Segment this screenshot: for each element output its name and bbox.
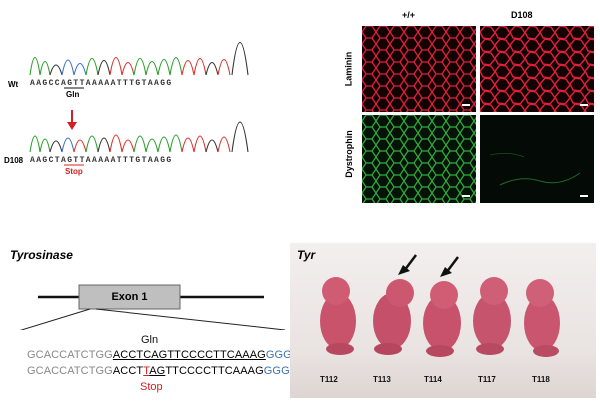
dystrophin-wt-image (362, 115, 476, 203)
histology-row-dystrophin: Dystrophin (343, 130, 354, 178)
mouse-T114 (423, 281, 461, 357)
mut-dna-sequence: GCACCATCTGGACCTTAGTTCCCCTTCAAAGGGG (27, 365, 290, 377)
mouse-label: T117 (478, 375, 496, 384)
histology-col-d108: D108 (511, 10, 533, 20)
scale-bar (580, 104, 588, 106)
wt-seq-post: TTCCCCTTCAAAG (167, 349, 266, 361)
laminin-wt-image (362, 26, 476, 112)
arrow-icon (398, 254, 417, 275)
mut-seq-post: TTCCCCTTCAAAG (165, 365, 264, 377)
mut-seq-pre: ACCT (112, 365, 144, 377)
d108-label: D108 (4, 156, 24, 165)
histology-col-wt: +/+ (402, 10, 416, 20)
wt-codon-label: Gln (66, 90, 80, 99)
mouse-T112 (320, 277, 356, 355)
mouse-photo (290, 243, 596, 398)
histology-row-dystrophin-wrap: Dystrophin (344, 130, 359, 178)
d108-codon-label: Stop (65, 167, 83, 176)
mut-seq-codon-rest: AG (149, 365, 166, 377)
photo-title: Tyr (297, 248, 316, 262)
histology-row-laminin-wrap: Laminin (343, 52, 359, 87)
dystrophin-d108-image (480, 115, 594, 203)
mutation-arrow (67, 110, 77, 130)
gene-diagram (19, 284, 286, 330)
wt-seq-pam: GGG (265, 349, 292, 361)
wt-trace (29, 41, 249, 76)
mouse-label: T114 (424, 375, 442, 384)
d108-trace (29, 121, 249, 153)
scale-bar (462, 104, 470, 106)
mut-seq-pam: GGG (263, 365, 290, 377)
wt-dna-sequence: GCACCATCTGGACCTCAGTTCCCCTTCAAAGGGG (27, 349, 292, 361)
wt-seq-pre: ACCT (112, 349, 144, 361)
chromatogram-panel (29, 41, 249, 166)
wt-seq-codon: CAG (143, 349, 168, 361)
wt-seq-body: ACCTCAGTTCCCCTTCAAAG (113, 349, 266, 361)
exon-label: Exon 1 (111, 291, 148, 303)
d108-sequence: AAGCTAGTTAAAAATTTGTAAGG (30, 156, 173, 165)
mut-seq-prefix: GCACCATCTGG (27, 365, 113, 377)
laminin-d108-image (480, 26, 594, 112)
wt-sequence: AAGCCAGTTAAAAATTTGTAAGG (30, 79, 173, 88)
codon-wt-label: Gln (141, 334, 159, 346)
gene-title: Tyrosinase (10, 248, 73, 262)
mouse-T113 (373, 279, 414, 355)
histology-row-laminin: Laminin (343, 51, 354, 87)
mouse-T118 (524, 279, 560, 357)
scale-bar (462, 195, 470, 197)
codon-mut-label: Stop (140, 381, 163, 393)
mouse-label: T113 (373, 375, 391, 384)
mouse-label: T112 (320, 375, 338, 384)
mut-seq-codon-t: T (143, 365, 150, 377)
wt-seq-prefix: GCACCATCTGG (27, 349, 113, 361)
arrow-icon (440, 256, 459, 277)
wt-label: Wt (8, 80, 19, 89)
mouse-label: T118 (532, 375, 550, 384)
scale-bar (580, 195, 588, 197)
mouse-T117 (473, 277, 511, 355)
